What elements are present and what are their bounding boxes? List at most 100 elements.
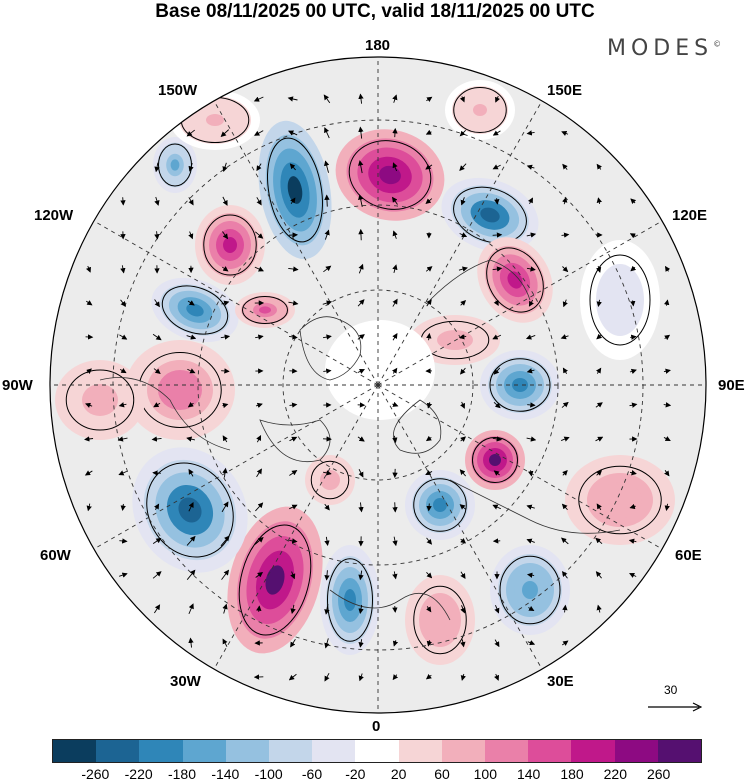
wind-vector (288, 130, 298, 136)
wind-vector (324, 536, 330, 547)
colorbar-ticks: -260 -220 -180 -140 -100 -60 -20 20 60 100 140 180 2… (0, 766, 750, 783)
anomaly-contour (186, 303, 204, 317)
colorbar-swatch (182, 740, 226, 762)
lon-label-se-upper: 60E (675, 547, 702, 564)
wind-vector (459, 469, 467, 477)
wind-vector (596, 604, 602, 613)
wind-vector (324, 503, 330, 511)
streamline (161, 285, 229, 335)
colorbar-tick-label: -220 (124, 766, 153, 782)
wind-vector (188, 603, 194, 615)
wind-vector (494, 605, 500, 614)
wind-vector (391, 367, 398, 374)
colorbar-swatch (614, 740, 658, 762)
anomaly-contour (612, 288, 628, 312)
wind-vector (460, 673, 466, 681)
wind-vector (664, 503, 670, 512)
wind-vector (323, 94, 331, 104)
wind-vector (186, 334, 197, 340)
streamline (242, 296, 288, 324)
wind-vector (460, 367, 466, 375)
anomaly-contour (507, 271, 523, 289)
wind-vector (562, 367, 568, 374)
wind-vector (526, 436, 537, 442)
wind-vector (561, 537, 569, 545)
wind-vector (256, 605, 262, 612)
wind-vector (358, 194, 364, 207)
wind-vector (493, 299, 499, 307)
wind-vector (220, 129, 230, 137)
streamline (327, 558, 373, 642)
wind-vector (561, 571, 568, 579)
wind-vector (595, 537, 603, 545)
wind-vector (596, 503, 602, 511)
wind-vector (222, 638, 228, 647)
anomaly-contour (473, 104, 487, 116)
colorbar-tick-label: -180 (167, 766, 197, 782)
wind-vector (254, 266, 264, 272)
wind-vector (120, 299, 126, 307)
wind-vector (596, 197, 602, 205)
wind-vector (629, 402, 638, 408)
wind-vector (460, 571, 466, 580)
wind-vector (323, 368, 332, 374)
wind-vector (628, 538, 637, 544)
wind-vector (358, 263, 364, 274)
wind-vector (596, 333, 603, 340)
streamline (310, 460, 350, 500)
wind-vector (528, 299, 534, 307)
wind-vector (254, 130, 264, 136)
wind-vector (526, 232, 537, 238)
streamline (413, 478, 467, 532)
wind-vector (324, 194, 330, 207)
brand-name: MODES (607, 36, 714, 61)
wind-vector (392, 674, 399, 681)
wind-vector (357, 299, 365, 307)
wind-vector (188, 231, 194, 240)
wind-vector (358, 126, 364, 139)
wind-vector (425, 435, 432, 442)
streamline (65, 369, 135, 431)
wind-vector (358, 570, 364, 581)
wind-vector (630, 300, 636, 307)
wind-vector (118, 402, 127, 408)
anomaly-contour (522, 581, 538, 599)
wind-vector (460, 605, 466, 614)
wind-vector (392, 571, 398, 580)
wind-vector (392, 162, 398, 172)
wind-vector (528, 470, 534, 477)
wind-vector (151, 436, 162, 442)
wind-vector (222, 435, 228, 443)
wind-vector (664, 299, 670, 306)
wind-vector (492, 266, 503, 272)
lon-label-sw-lower: 30W (170, 673, 201, 690)
colorbar-swatch (139, 740, 183, 762)
wind-vector (664, 470, 670, 477)
wind-vector (188, 501, 194, 512)
wind-vector (526, 266, 536, 272)
wind-vector (187, 368, 196, 374)
wind-vector (118, 470, 127, 476)
wind-vector (152, 333, 162, 341)
wind-vector (358, 502, 364, 513)
wind-vector (663, 368, 671, 374)
wind-vector (153, 368, 161, 375)
anomaly-contour (259, 306, 271, 314)
colorbar-tick-label: 100 (473, 766, 498, 782)
meridian-line (91, 384, 379, 551)
colorbar (52, 739, 702, 763)
anomaly-contour (433, 498, 447, 512)
wind-vector (629, 573, 637, 578)
lon-label-nw-lower: 120W (34, 207, 74, 224)
wind-vector (222, 402, 229, 409)
colorbar-tick-label: 180 (560, 766, 584, 782)
colorbar-swatch (96, 740, 140, 762)
wind-vector (188, 468, 194, 477)
polar-cap (325, 320, 435, 420)
wind-vector (460, 300, 467, 306)
wind-vector (562, 196, 568, 205)
wind-vector (494, 673, 500, 681)
lon-label-right: 90E (718, 377, 745, 394)
wind-vector (254, 537, 264, 545)
wind-vector (288, 266, 299, 272)
